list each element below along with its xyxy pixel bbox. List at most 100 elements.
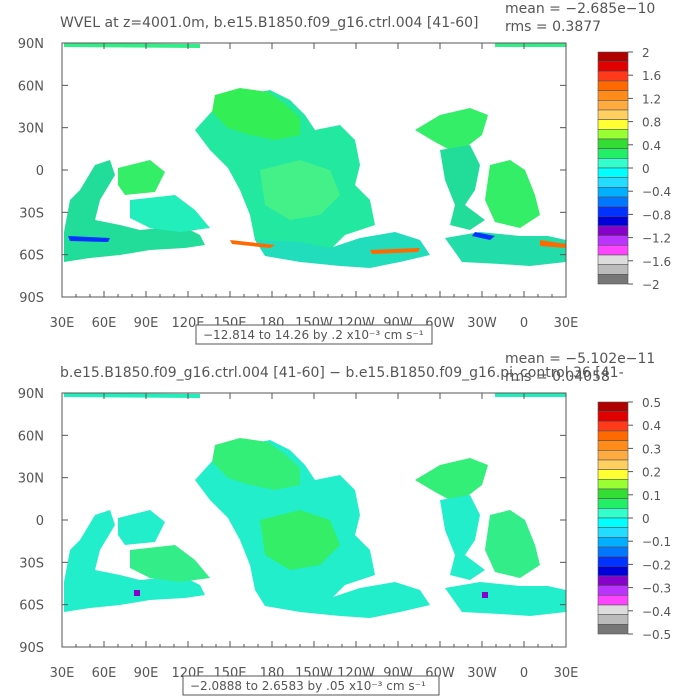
- colorbar-swatch: [597, 206, 629, 217]
- colorbar-label: 1.6: [642, 69, 661, 83]
- panel-2-region-south-atlantic: [485, 510, 540, 578]
- y-tick-label: 30N: [18, 122, 44, 137]
- x-tick-label: 60E: [92, 316, 117, 331]
- y-tick-label: 60S: [19, 249, 44, 264]
- colorbar-swatch: [597, 138, 629, 149]
- colorbar-swatch: [597, 488, 629, 499]
- colorbar-label: 0.1: [642, 489, 661, 503]
- colorbar-swatch: [597, 421, 629, 432]
- colorbar-swatch: [597, 71, 629, 82]
- colorbar-swatch: [597, 245, 629, 256]
- colorbar-swatch: [597, 537, 629, 548]
- panel-2-region-southern-ocean: [445, 582, 566, 616]
- panel-1-region-arctic-right: [495, 43, 566, 47]
- panel-1-range-box: −12.814 to 14.26 by .2 x10⁻³ cm s⁻¹: [195, 324, 433, 345]
- x-tick-label: 30E: [554, 316, 579, 331]
- panel-1-region-southern-ocean: [445, 232, 566, 266]
- colorbar-swatch: [597, 129, 629, 140]
- y-tick-label: 0: [36, 164, 44, 179]
- colorbar-swatch: [597, 498, 629, 509]
- panel-1-mean: mean = −2.685e−10: [505, 1, 655, 17]
- panel-1-region-south-pacific: [255, 232, 430, 268]
- colorbar-label: 0.3: [642, 442, 661, 456]
- colorbar-swatch: [597, 604, 629, 615]
- colorbar-swatch: [597, 148, 629, 159]
- colorbar-swatch: [597, 225, 629, 236]
- colorbar-swatch: [597, 109, 629, 120]
- panel-2-region-west-indian: [64, 510, 205, 612]
- panel-2-region-north-atlantic: [415, 458, 488, 500]
- colorbar-swatch: [597, 624, 629, 635]
- y-tick-label: 60N: [18, 79, 44, 94]
- colorbar-label: −0.1: [642, 535, 671, 549]
- panel-2-region-north-pacific: [212, 438, 300, 490]
- panel-2-region-central-pacific: [260, 510, 340, 570]
- colorbar-swatch: [597, 450, 629, 461]
- panel-1: WVEL at z=4001.0m, b.e15.B1850.f09_g16.c…: [18, 1, 671, 345]
- panel-2-colorbar: 0.5 0.4 0.3 0.2 0.1 0 −0.1 −0.2 −0.3 −0.4 −0.5: [597, 396, 671, 642]
- y-tick-label: 60N: [18, 429, 44, 444]
- y-tick-label: 90S: [19, 641, 44, 656]
- colorbar-swatch: [597, 274, 629, 285]
- colorbar-swatch: [597, 177, 629, 188]
- panel-1-axes: 30E 60E 90E 120E 150E 180 150W 120W 90W 60W 30W 0 30…: [18, 37, 579, 331]
- panel-1-region-south-indian: [130, 195, 210, 232]
- colorbar-swatch: [597, 517, 629, 528]
- colorbar-swatch: [597, 469, 629, 480]
- colorbar-label: 1.2: [642, 92, 661, 106]
- colorbar-swatch: [597, 508, 629, 519]
- y-tick-label: 90S: [19, 291, 44, 306]
- colorbar-label: 0.2: [642, 466, 661, 480]
- colorbar-swatch: [597, 158, 629, 169]
- colorbar-swatch: [597, 264, 629, 275]
- colorbar-swatch: [597, 80, 629, 91]
- colorbar-label: −2: [642, 278, 660, 292]
- y-tick-label: 0: [36, 514, 44, 529]
- colorbar-label: 0.4: [642, 139, 661, 153]
- panel-1-range-note: −12.814 to 14.26 by .2 x10⁻³ cm s⁻¹: [203, 328, 424, 342]
- colorbar-label: −0.8: [642, 208, 671, 222]
- colorbar-swatch: [597, 556, 629, 567]
- colorbar-swatch: [597, 51, 629, 62]
- colorbar-label: −1.6: [642, 255, 671, 269]
- colorbar-swatch: [597, 527, 629, 538]
- colorbar-swatch: [597, 196, 629, 207]
- panel-2-range-note: −2.0888 to 2.6583 by .05 x10⁻³ cm s⁻¹: [190, 679, 426, 693]
- colorbar-swatch: [597, 411, 629, 422]
- y-tick-label: 90N: [18, 37, 44, 52]
- y-tick-label: 30S: [19, 206, 44, 221]
- panel-2-title: b.e15.B1850.f09_g16.ctrl.004 [41-60] − b…: [60, 365, 624, 381]
- panel-1-region-arctic-left: [64, 43, 200, 48]
- colorbar-swatch: [597, 566, 629, 577]
- x-tick-label: 90E: [134, 316, 159, 331]
- x-tick-label: 30E: [50, 316, 75, 331]
- colorbar-swatch: [597, 614, 629, 625]
- panel-1-region-indian: [118, 160, 165, 195]
- panel-2-region-atlantic: [440, 495, 485, 580]
- colorbar-swatch: [597, 479, 629, 490]
- panel-1-colorbar: 2 1.6 1.2 0.8 0.4 0 −0.4 −0.8 −1.2 −1.6 −2: [597, 46, 671, 292]
- colorbar-label: −0.5: [642, 628, 671, 642]
- colorbar-swatch: [597, 100, 629, 111]
- colorbar-swatch: [597, 254, 629, 265]
- colorbar-label: 0.4: [642, 419, 661, 433]
- panel-1-region-west-indian: [64, 160, 205, 262]
- colorbar-swatch: [597, 187, 629, 198]
- panel-1-region-north-atlantic: [415, 108, 488, 150]
- panel-1-title: WVEL at z=4001.0m, b.e15.B1850.f09_g16.c…: [60, 15, 479, 31]
- x-tick-label: 90E: [134, 666, 159, 681]
- colorbar-label: 2: [642, 46, 650, 60]
- y-tick-label: 30S: [19, 556, 44, 571]
- panel-2-region-arctic-left: [64, 393, 200, 398]
- panel-1-rms: rms = 0.3877: [505, 19, 601, 35]
- colorbar-label: −1.2: [642, 232, 671, 246]
- x-tick-label: 30W: [467, 316, 497, 331]
- panel-2-region-south-pacific: [255, 582, 430, 618]
- colorbar-label: −0.2: [642, 558, 671, 572]
- panel-2-mean: mean = −5.102e−11: [505, 351, 655, 367]
- x-tick-label: 0: [520, 316, 528, 331]
- colorbar-swatch: [597, 401, 629, 412]
- colorbar-swatch: [597, 595, 629, 606]
- panel-1-map: [62, 43, 566, 297]
